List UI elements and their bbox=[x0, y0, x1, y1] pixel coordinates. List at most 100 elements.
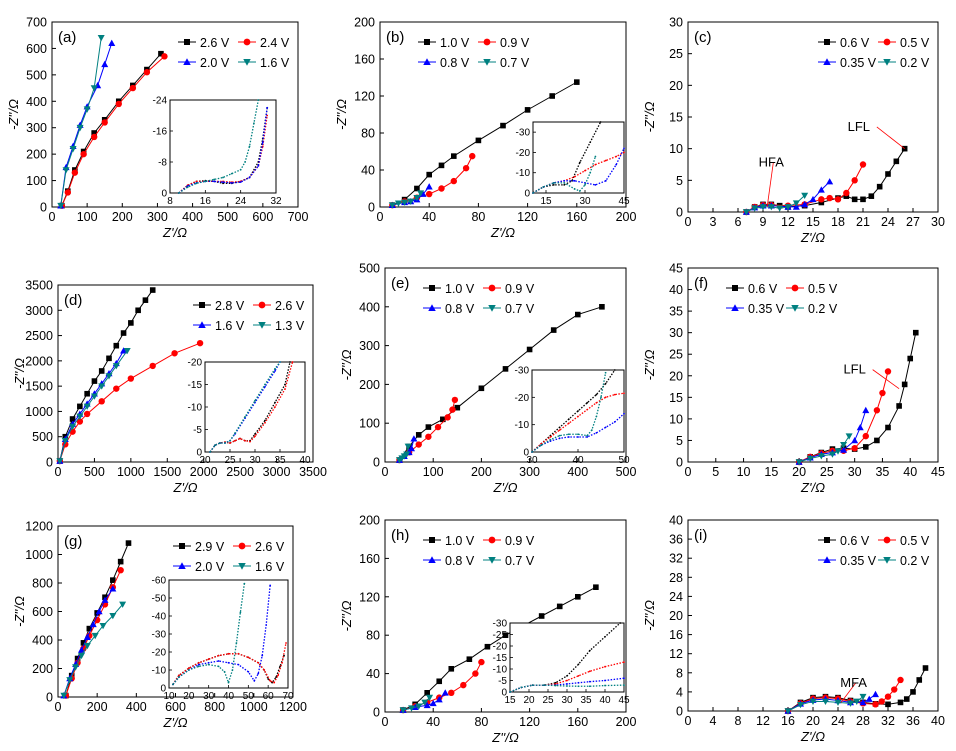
plot-frame bbox=[384, 519, 627, 713]
y-tick-label: 35 bbox=[669, 305, 683, 319]
x-axis-label: Z'/Ω bbox=[800, 729, 825, 744]
data-point bbox=[388, 202, 396, 209]
inset-data-point bbox=[573, 188, 576, 190]
data-point bbox=[897, 699, 904, 706]
data-point bbox=[434, 423, 442, 431]
y-tick-label: 4 bbox=[676, 685, 683, 699]
inset-data-point bbox=[600, 396, 602, 399]
x-tick-label: 10 bbox=[737, 465, 751, 479]
legend-entry: 2.8 V bbox=[215, 299, 245, 313]
inset-data-point bbox=[578, 161, 581, 164]
data-point bbox=[524, 107, 531, 113]
y-tick-label: 10 bbox=[669, 142, 683, 156]
inset-data-point bbox=[604, 426, 607, 429]
legend-entry: 0.5 V bbox=[900, 36, 930, 50]
inset-y-tick-label: -40 bbox=[152, 612, 167, 623]
inset-data-point bbox=[207, 663, 210, 666]
x-tick-label: 27 bbox=[906, 215, 920, 229]
data-point bbox=[556, 603, 563, 610]
series-line-0.35v bbox=[746, 181, 831, 213]
y-tick-label: 0 bbox=[368, 201, 375, 215]
inset-data-point bbox=[172, 683, 174, 686]
legend-entry: 0.8 V bbox=[445, 554, 475, 568]
inset-data-point bbox=[207, 661, 210, 664]
data-point bbox=[76, 413, 84, 420]
data-point bbox=[472, 670, 479, 677]
inset-data-point bbox=[197, 665, 200, 668]
data-point bbox=[469, 152, 476, 160]
legend-marker bbox=[883, 536, 891, 544]
data-point bbox=[822, 698, 829, 705]
data-point bbox=[454, 404, 461, 411]
legend-entry: 1.6 V bbox=[255, 560, 285, 574]
inset-data-point bbox=[243, 582, 246, 585]
legend-entry: 1.6 V bbox=[260, 56, 290, 70]
x-tick-label: 15 bbox=[764, 465, 778, 479]
inset-data-point bbox=[623, 661, 625, 663]
data-point bbox=[90, 393, 98, 400]
data-point bbox=[78, 652, 85, 660]
data-point bbox=[817, 453, 825, 460]
legend-entry: 0.35 V bbox=[748, 302, 785, 316]
inset-data-point bbox=[577, 433, 579, 436]
y-axis-label: -Z''/Ω bbox=[12, 358, 27, 389]
y-tick-label: 300 bbox=[359, 339, 380, 353]
data-point bbox=[502, 366, 509, 372]
panel-g: 0 200 400 600 800 1000 12000200400600800100012… bbox=[12, 520, 307, 731]
y-tick-label: 25 bbox=[669, 348, 683, 362]
inset-data-point bbox=[222, 181, 224, 184]
annotation-arrow bbox=[840, 682, 856, 703]
inset-x-tick-label: 8 bbox=[167, 196, 173, 207]
x-tick-label: 3 bbox=[710, 215, 717, 229]
legend-entry: 0.35 V bbox=[840, 554, 877, 568]
legend-entry: 1.0 V bbox=[445, 282, 475, 296]
x-tick-label: 80 bbox=[471, 210, 485, 224]
data-point bbox=[117, 558, 124, 565]
inset-y-tick-label: 0 bbox=[523, 448, 529, 459]
data-point bbox=[834, 196, 842, 203]
data-point bbox=[99, 622, 107, 630]
legend-entry: 2.4 V bbox=[260, 36, 290, 50]
legend-entry: 0.6 V bbox=[840, 36, 870, 50]
inset-x-tick-label: 50 bbox=[243, 691, 255, 702]
inset-data-point bbox=[563, 179, 566, 182]
y-tick-label: 45 bbox=[669, 262, 683, 276]
legend-marker bbox=[824, 537, 830, 543]
data-point bbox=[98, 398, 105, 405]
x-tick-label: 40 bbox=[422, 210, 436, 224]
legend-marker bbox=[488, 305, 496, 312]
inset-data-point bbox=[613, 393, 616, 396]
legend-entry: 0.2 V bbox=[808, 302, 838, 316]
x-tick-label: 40 bbox=[931, 714, 945, 728]
data-point bbox=[891, 686, 898, 693]
inset-data-point bbox=[509, 691, 511, 693]
data-point bbox=[885, 701, 891, 708]
series-line-2.0v bbox=[60, 42, 113, 206]
y-tick-label: 700 bbox=[26, 16, 47, 30]
data-point bbox=[853, 698, 861, 705]
legend-entry: 0.7 V bbox=[505, 302, 535, 316]
data-point bbox=[56, 458, 64, 465]
legend-entry: 0.2 V bbox=[900, 56, 930, 70]
inset-series-line bbox=[178, 115, 268, 194]
plot-frame bbox=[57, 284, 314, 463]
y-tick-label: 36 bbox=[669, 533, 683, 547]
legend-marker bbox=[183, 58, 191, 65]
data-point bbox=[575, 594, 581, 600]
inset-data-point bbox=[586, 434, 589, 437]
data-point bbox=[425, 183, 433, 190]
inset-y-tick-label: -20 bbox=[188, 358, 203, 369]
y-tick-label: 120 bbox=[359, 590, 380, 604]
data-point bbox=[907, 355, 914, 362]
y-tick-label: 0 bbox=[373, 456, 380, 470]
data-point bbox=[448, 666, 455, 672]
y-tick-label: 100 bbox=[26, 174, 47, 188]
x-tick-label: 24 bbox=[831, 714, 845, 728]
data-point bbox=[896, 403, 902, 409]
inset-y-tick-label: -10 bbox=[188, 403, 203, 414]
inset-data-point bbox=[209, 451, 211, 453]
data-point bbox=[149, 362, 156, 370]
y-tick-label: 400 bbox=[26, 95, 47, 109]
data-point bbox=[421, 699, 429, 706]
data-point bbox=[429, 699, 437, 707]
